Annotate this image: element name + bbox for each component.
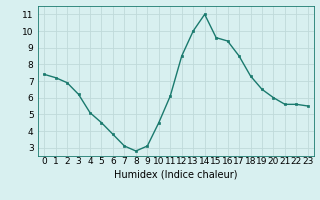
X-axis label: Humidex (Indice chaleur): Humidex (Indice chaleur) xyxy=(114,169,238,179)
